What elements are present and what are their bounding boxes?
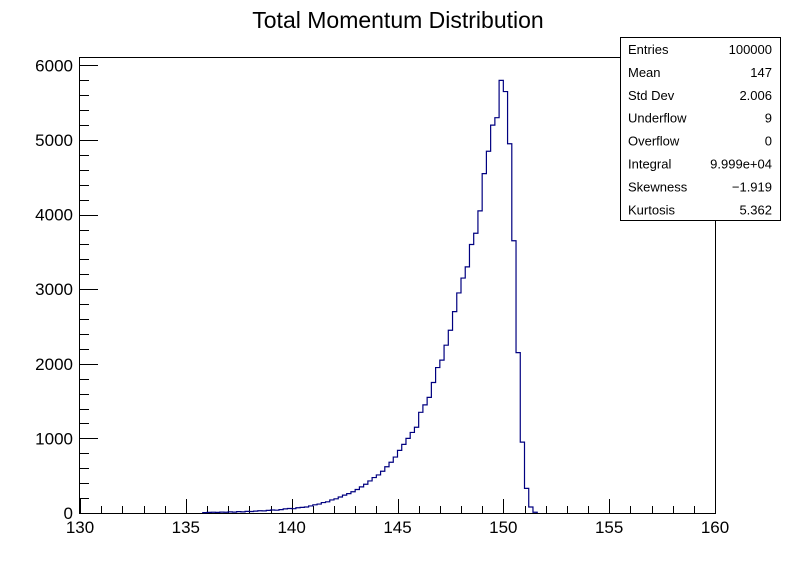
stats-value: −1.919 — [732, 179, 772, 194]
stats-value: 2.006 — [739, 88, 772, 103]
x-tick-label: 135 — [172, 518, 200, 537]
stats-key: Mean — [628, 65, 661, 80]
stats-value: 9 — [765, 111, 772, 126]
y-axis: 0 1000 2000 3000 4000 5000 6000 — [35, 56, 98, 523]
stats-key: Integral — [628, 157, 671, 172]
stats-key: Kurtosis — [628, 202, 675, 217]
y-tick-label: 2000 — [35, 355, 73, 374]
stats-key: Overflow — [628, 134, 680, 149]
x-tick-label: 130 — [66, 518, 94, 537]
y-tick-label: 5000 — [35, 131, 73, 150]
stats-box-frame — [620, 37, 781, 221]
histogram-series-line — [202, 79, 538, 514]
x-tick-label: 140 — [277, 518, 305, 537]
stats-key: Skewness — [628, 179, 688, 194]
stats-key: Std Dev — [628, 88, 675, 103]
y-tick-label: 6000 — [35, 56, 73, 75]
stats-value: 100000 — [729, 42, 772, 57]
y-tick-label: 4000 — [35, 206, 73, 225]
y-tick-label: 0 — [64, 504, 73, 523]
plot-frame — [79, 57, 716, 514]
stats-value: 147 — [750, 65, 772, 80]
x-tick-label: 145 — [383, 518, 411, 537]
x-tick-label: 160 — [701, 518, 729, 537]
stats-value: 0 — [765, 134, 772, 149]
chart-title: Total Momentum Distribution — [252, 7, 543, 33]
y-tick-label: 3000 — [35, 280, 73, 299]
stats-value: 5.362 — [739, 202, 772, 217]
x-tick-label: 150 — [489, 518, 517, 537]
x-tick-label: 155 — [595, 518, 623, 537]
stats-box: Entries 100000 Mean 147 Std Dev 2.006 Underflo… — [620, 37, 781, 221]
stats-key: Entries — [628, 42, 669, 57]
stats-value: 9.999e+04 — [710, 157, 772, 172]
y-tick-label: 1000 — [35, 429, 73, 448]
stats-key: Underflow — [628, 111, 687, 126]
